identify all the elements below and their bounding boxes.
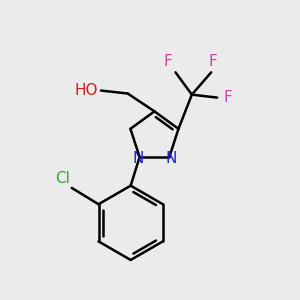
Text: N: N — [132, 151, 144, 166]
Text: F: F — [223, 90, 232, 105]
Text: HO: HO — [74, 83, 98, 98]
Text: N: N — [165, 151, 176, 166]
Text: F: F — [164, 54, 172, 69]
Text: Cl: Cl — [56, 171, 70, 186]
Text: F: F — [208, 54, 217, 69]
